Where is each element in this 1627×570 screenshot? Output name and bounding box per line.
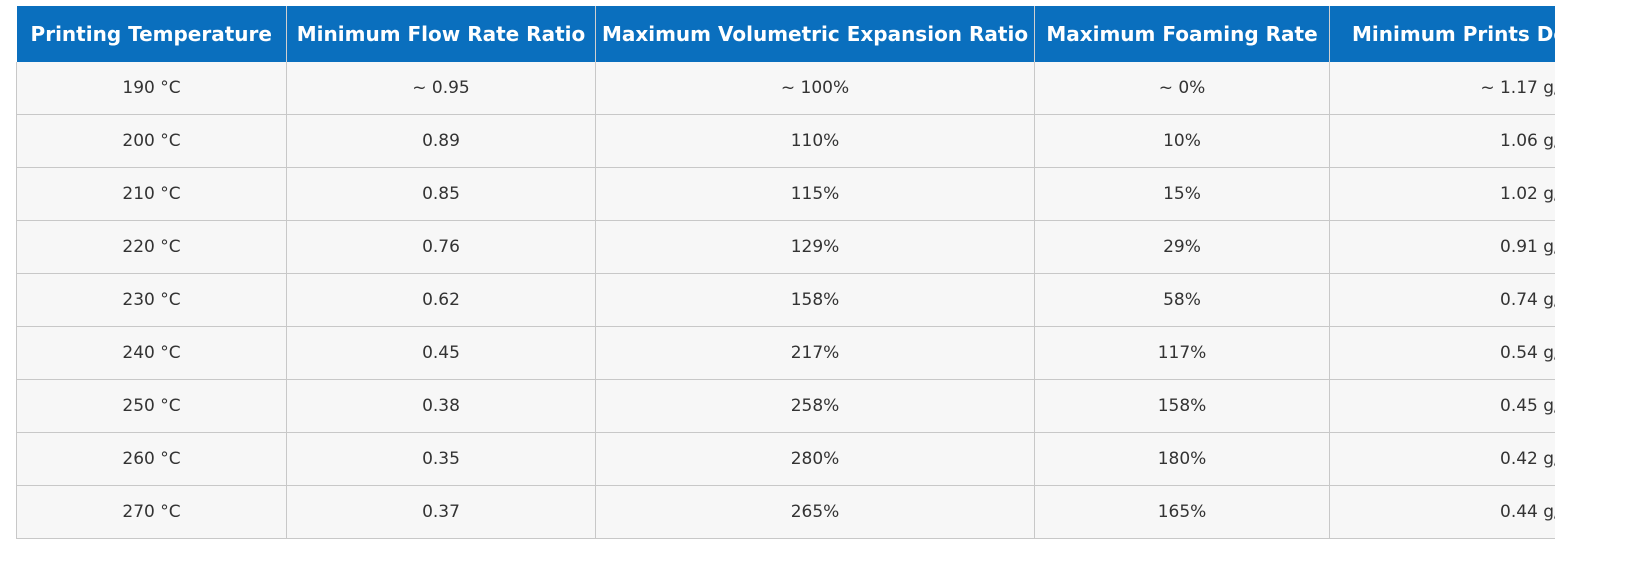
- header-printing-temperature: Printing Temperature: [16, 6, 287, 62]
- cell-foaming: 29%: [1034, 220, 1330, 274]
- table-row: 190 °C ~ 0.95 ~ 100% ~ 0% ~ 1.17 g/cm³: [16, 62, 1555, 115]
- cell-foaming: 165%: [1034, 485, 1330, 539]
- cell-density: 1.02 g/cm³: [1329, 167, 1555, 221]
- cell-density: 0.74 g/cm³: [1329, 273, 1555, 327]
- table-row: 270 °C 0.37 265% 165% 0.44 g/cm³: [16, 485, 1555, 539]
- cell-expansion: 115%: [595, 167, 1035, 221]
- header-min-prints-density: Minimum Prints Der: [1329, 6, 1555, 62]
- cell-temperature: 200 °C: [16, 114, 287, 168]
- cell-temperature: 230 °C: [16, 273, 287, 327]
- cell-flow-rate: 0.38: [286, 379, 596, 433]
- cell-flow-rate: 0.89: [286, 114, 596, 168]
- data-table: Printing Temperature Minimum Flow Rate R…: [16, 6, 1555, 539]
- cell-foaming: 117%: [1034, 326, 1330, 380]
- table-row: 200 °C 0.89 110% 10% 1.06 g/cm³: [16, 114, 1555, 168]
- header-row: Printing Temperature Minimum Flow Rate R…: [16, 6, 1555, 62]
- cell-expansion: 258%: [595, 379, 1035, 433]
- cell-flow-rate: 0.35: [286, 432, 596, 486]
- cell-foaming: 180%: [1034, 432, 1330, 486]
- cell-flow-rate: 0.85: [286, 167, 596, 221]
- cell-flow-rate: 0.45: [286, 326, 596, 380]
- cell-density: 0.45 g/cm³: [1329, 379, 1555, 433]
- header-min-flow-rate-ratio: Minimum Flow Rate Ratio: [286, 6, 596, 62]
- cell-temperature: 220 °C: [16, 220, 287, 274]
- table-container: Printing Temperature Minimum Flow Rate R…: [16, 6, 1555, 539]
- cell-temperature: 260 °C: [16, 432, 287, 486]
- cell-expansion: 129%: [595, 220, 1035, 274]
- cell-foaming: 10%: [1034, 114, 1330, 168]
- cell-density: 0.44 g/cm³: [1329, 485, 1555, 539]
- cell-foaming: 158%: [1034, 379, 1330, 433]
- cell-density: 0.54 g/cm³: [1329, 326, 1555, 380]
- cell-expansion: 265%: [595, 485, 1035, 539]
- cell-temperature: 210 °C: [16, 167, 287, 221]
- table-row: 260 °C 0.35 280% 180% 0.42 g/cm³: [16, 432, 1555, 486]
- cell-temperature: 270 °C: [16, 485, 287, 539]
- cell-flow-rate: 0.76: [286, 220, 596, 274]
- table-row: 240 °C 0.45 217% 117% 0.54 g/cm³: [16, 326, 1555, 380]
- cell-temperature: 190 °C: [16, 62, 287, 115]
- cell-density: 0.42 g/cm³: [1329, 432, 1555, 486]
- cell-foaming: 58%: [1034, 273, 1330, 327]
- header-max-foaming-rate: Maximum Foaming Rate: [1034, 6, 1330, 62]
- table-row: 250 °C 0.38 258% 158% 0.45 g/cm³: [16, 379, 1555, 433]
- cell-density: 1.06 g/cm³: [1329, 114, 1555, 168]
- table-row: 230 °C 0.62 158% 58% 0.74 g/cm³: [16, 273, 1555, 327]
- cell-flow-rate: ~ 0.95: [286, 62, 596, 115]
- cell-foaming: 15%: [1034, 167, 1330, 221]
- cell-density: 0.91 g/cm³: [1329, 220, 1555, 274]
- cell-foaming: ~ 0%: [1034, 62, 1330, 115]
- cell-expansion: 217%: [595, 326, 1035, 380]
- cell-density: ~ 1.17 g/cm³: [1329, 62, 1555, 115]
- table-row: 210 °C 0.85 115% 15% 1.02 g/cm³: [16, 167, 1555, 221]
- cell-expansion: 110%: [595, 114, 1035, 168]
- cell-temperature: 240 °C: [16, 326, 287, 380]
- header-max-volumetric-expansion-ratio: Maximum Volumetric Expansion Ratio: [595, 6, 1035, 62]
- cell-expansion: ~ 100%: [595, 62, 1035, 115]
- cell-flow-rate: 0.37: [286, 485, 596, 539]
- cell-expansion: 158%: [595, 273, 1035, 327]
- cell-flow-rate: 0.62: [286, 273, 596, 327]
- cell-temperature: 250 °C: [16, 379, 287, 433]
- cell-expansion: 280%: [595, 432, 1035, 486]
- table-row: 220 °C 0.76 129% 29% 0.91 g/cm³: [16, 220, 1555, 274]
